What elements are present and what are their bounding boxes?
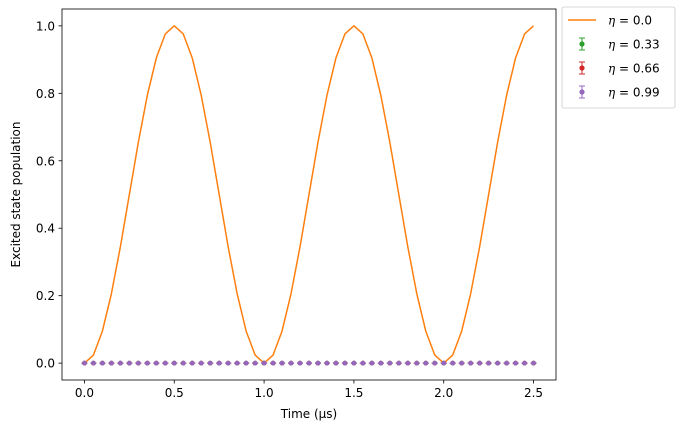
data-point — [324, 360, 330, 366]
data-point — [162, 360, 168, 366]
x-axis-ticks: 0.0 0.5 1.0 1.5 2.0 2.5 — [75, 380, 543, 400]
series-3 — [81, 360, 537, 366]
data-point — [531, 360, 536, 366]
legend: η = 0.0η = 0.33η = 0.66η = 0.99 — [561, 6, 676, 109]
data-point — [486, 360, 492, 366]
legend-marker — [579, 65, 585, 71]
data-point — [153, 360, 159, 366]
data-point — [405, 360, 411, 366]
data-point — [333, 360, 339, 366]
legend-label-symbol: η — [608, 62, 616, 76]
data-point — [522, 360, 527, 366]
data-point — [495, 360, 501, 366]
legend-entries: η = 0.0η = 0.33η = 0.66η = 0.99 — [568, 14, 660, 100]
x-tick-label: 1.5 — [344, 386, 363, 400]
data-point — [189, 360, 195, 366]
data-point — [252, 360, 258, 366]
legend-label-symbol: η — [608, 38, 616, 52]
legend-label-value: = 0.99 — [615, 86, 659, 100]
legend-frame — [561, 6, 676, 109]
y-tick-label: 0.0 — [36, 357, 55, 371]
data-point — [135, 360, 141, 366]
legend-entry: η = 0.99 — [579, 85, 660, 100]
x-tick-label: 1.0 — [255, 386, 274, 400]
data-point — [423, 360, 429, 366]
legend-label-symbol: η — [608, 86, 616, 100]
data-point — [504, 360, 509, 366]
data-point — [477, 360, 483, 366]
data-point — [351, 360, 357, 366]
data-point — [100, 360, 105, 366]
data-point — [369, 360, 375, 366]
data-point — [441, 360, 447, 366]
legend-entry: η = 0.66 — [579, 61, 660, 76]
data-point — [342, 360, 348, 366]
data-point — [360, 360, 366, 366]
legend-label: η = 0.33 — [608, 38, 660, 52]
axes-frame — [61, 8, 557, 381]
data-point — [414, 360, 420, 366]
data-point — [82, 360, 87, 366]
data-point — [513, 360, 518, 366]
data-point — [396, 360, 402, 366]
y-tick-label: 0.2 — [36, 289, 55, 303]
data-point — [126, 360, 132, 366]
data-point — [378, 360, 384, 366]
data-point — [450, 360, 456, 366]
data-point — [117, 360, 123, 366]
data-point — [109, 360, 114, 366]
x-tick-label: 0.0 — [75, 386, 94, 400]
data-point — [432, 360, 438, 366]
data-point — [261, 360, 267, 366]
y-axis-ticks: 0.0 0.2 0.4 0.6 0.8 1.0 — [36, 19, 62, 371]
x-tick-label: 0.5 — [165, 386, 184, 400]
data-point — [306, 360, 312, 366]
data-point — [91, 360, 96, 366]
data-point — [216, 360, 222, 366]
legend-marker — [579, 89, 585, 95]
legend-label-value: = 0.66 — [615, 62, 659, 76]
y-tick-label: 0.6 — [36, 154, 55, 168]
data-point — [270, 360, 276, 366]
legend-label: η = 0.99 — [608, 86, 660, 100]
legend-label-value: = 0.33 — [615, 38, 659, 52]
data-point — [144, 360, 150, 366]
y-axis-label: Excited state population — [9, 122, 23, 268]
y-tick-label: 1.0 — [36, 19, 55, 33]
data-point — [387, 360, 393, 366]
x-tick-label: 2.0 — [434, 386, 453, 400]
data-point — [180, 360, 186, 366]
data-point — [243, 360, 249, 366]
data-point — [171, 360, 177, 366]
y-tick-label: 0.4 — [36, 222, 55, 236]
data-point — [207, 360, 213, 366]
legend-marker — [579, 41, 585, 47]
plot-area — [81, 25, 537, 366]
series-line — [83, 25, 535, 364]
data-point — [297, 360, 303, 366]
y-tick-label: 0.8 — [36, 87, 55, 101]
legend-entry: η = 0.33 — [579, 37, 660, 52]
legend-label: η = 0.0 — [608, 14, 652, 28]
legend-entry: η = 0.0 — [568, 14, 652, 28]
data-point — [225, 360, 231, 366]
legend-label-symbol: η — [608, 14, 616, 28]
data-point — [288, 360, 294, 366]
legend-label: η = 0.66 — [608, 62, 660, 76]
data-point — [279, 360, 285, 366]
data-point — [234, 360, 240, 366]
x-axis-label: Time (μs) — [280, 407, 337, 421]
data-point — [315, 360, 321, 366]
x-tick-label: 2.5 — [524, 386, 543, 400]
series-0 — [83, 25, 535, 364]
data-point — [198, 360, 204, 366]
data-point — [459, 360, 465, 366]
legend-label-value: = 0.0 — [615, 14, 652, 28]
data-point — [468, 360, 474, 366]
